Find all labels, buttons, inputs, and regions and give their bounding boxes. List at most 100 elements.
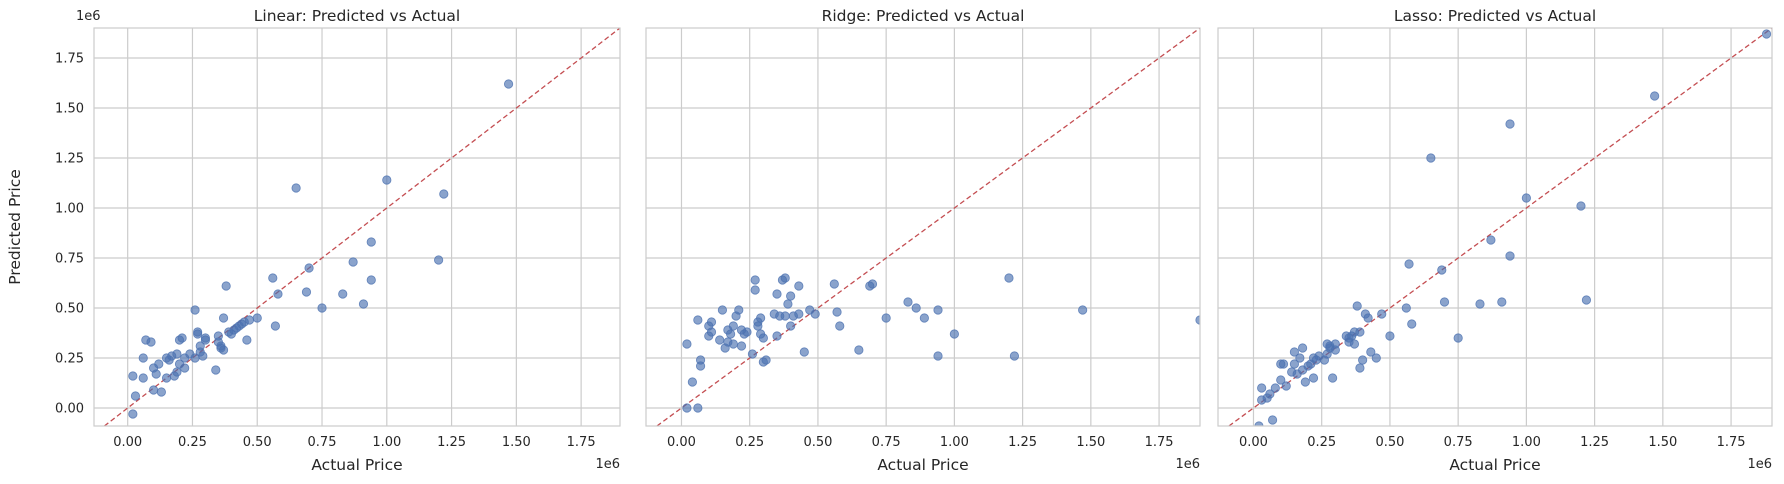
data-point <box>750 285 760 295</box>
data-point <box>366 275 376 285</box>
data-point <box>867 279 878 289</box>
x-tick-label: 0.75 <box>308 435 337 450</box>
data-point <box>1426 153 1436 163</box>
data-point <box>682 339 692 349</box>
data-point <box>756 313 766 323</box>
data-point <box>1385 331 1395 341</box>
data-point <box>687 377 697 387</box>
x-axis-label: Actual Price <box>1449 456 1540 474</box>
data-point <box>1352 301 1362 311</box>
data-point <box>1761 29 1772 39</box>
data-point <box>1009 351 1020 361</box>
data-point <box>1371 353 1381 363</box>
panel-3: 0.00 0.25 0.50 0.75 1.00 1.25 1.50 1.75 Lasso: P… <box>1217 7 1773 474</box>
data-point <box>786 291 796 301</box>
data-point <box>130 391 141 401</box>
data-point <box>728 339 738 349</box>
data-point <box>366 237 376 247</box>
data-point <box>1475 299 1485 309</box>
data-point <box>1576 201 1586 211</box>
data-point <box>146 337 156 347</box>
data-point <box>200 333 211 343</box>
data-point <box>753 321 763 331</box>
x-tick-label: 0.50 <box>243 435 272 450</box>
data-point <box>273 289 283 299</box>
data-point <box>128 371 138 381</box>
data-point <box>1366 347 1376 357</box>
y-tick-label: 1.25 <box>55 152 84 167</box>
data-point <box>151 369 161 379</box>
data-point <box>1355 363 1365 373</box>
data-point <box>193 327 203 337</box>
x-axis-label: Actual Price <box>877 456 968 474</box>
data-point <box>503 79 514 89</box>
y-tick-label: 1.00 <box>55 202 84 217</box>
x-tick-label: 0.75 <box>1444 435 1473 450</box>
x-tick-label: 0.50 <box>1375 435 1404 450</box>
data-point <box>1270 383 1280 393</box>
x-tick-label: 1.25 <box>437 435 466 450</box>
data-point <box>693 403 703 413</box>
data-point <box>854 345 864 355</box>
data-point <box>439 189 449 199</box>
data-point <box>682 403 692 413</box>
data-point <box>218 345 229 355</box>
data-point <box>172 349 182 359</box>
data-point <box>1276 375 1286 385</box>
data-point <box>786 321 796 331</box>
x-tick-label: 1.75 <box>1145 435 1174 450</box>
data-point <box>1407 319 1417 329</box>
data-point <box>211 365 221 375</box>
data-point <box>758 333 768 343</box>
x-tick-label: 0.75 <box>872 435 901 450</box>
data-point <box>726 329 736 339</box>
x-tick-label: 0.00 <box>667 435 696 450</box>
data-point <box>1078 305 1088 315</box>
data-point <box>706 317 717 327</box>
chart-title: Linear: Predicted vs Actual <box>254 7 460 25</box>
data-point <box>1308 373 1319 383</box>
data-point <box>1404 259 1414 269</box>
data-point <box>693 315 703 325</box>
x-tick-label: 1.50 <box>1648 435 1677 450</box>
data-point <box>1363 313 1373 323</box>
data-point <box>156 387 166 397</box>
data-point <box>301 287 312 297</box>
data-point <box>1289 347 1300 357</box>
data-point <box>1300 377 1310 387</box>
data-point <box>1505 251 1515 261</box>
data-point <box>750 275 760 285</box>
data-point <box>933 305 943 315</box>
data-point <box>252 313 262 323</box>
y-axis-label: Predicted Price <box>6 169 24 285</box>
data-point <box>810 309 820 319</box>
data-point <box>268 273 278 283</box>
data-point <box>717 305 728 315</box>
x-tick-label: 1.00 <box>940 435 969 450</box>
data-point <box>1328 373 1338 383</box>
x-tick-label: 1.50 <box>1076 435 1105 450</box>
axes-frame <box>93 27 621 427</box>
data-point <box>706 327 717 337</box>
x-offset-label: 1e6 <box>1747 457 1772 472</box>
data-point <box>736 341 747 351</box>
data-point <box>747 349 758 359</box>
data-point <box>1295 353 1305 363</box>
x-tick-label: 1.25 <box>1008 435 1037 450</box>
data-point <box>190 305 200 315</box>
x-tick-label: 1.75 <box>1717 435 1746 450</box>
x-axis-label: Actual Price <box>311 456 402 474</box>
data-point <box>695 355 706 365</box>
data-point <box>1278 359 1289 369</box>
data-point <box>949 329 959 339</box>
data-point <box>734 305 744 315</box>
data-point <box>177 333 187 343</box>
data-point <box>317 303 327 313</box>
data-point <box>1497 297 1507 307</box>
data-point <box>1289 359 1300 369</box>
data-point <box>903 297 913 307</box>
data-point <box>742 327 752 337</box>
data-point <box>244 315 255 325</box>
data-point <box>829 279 839 289</box>
data-point <box>1486 235 1496 245</box>
